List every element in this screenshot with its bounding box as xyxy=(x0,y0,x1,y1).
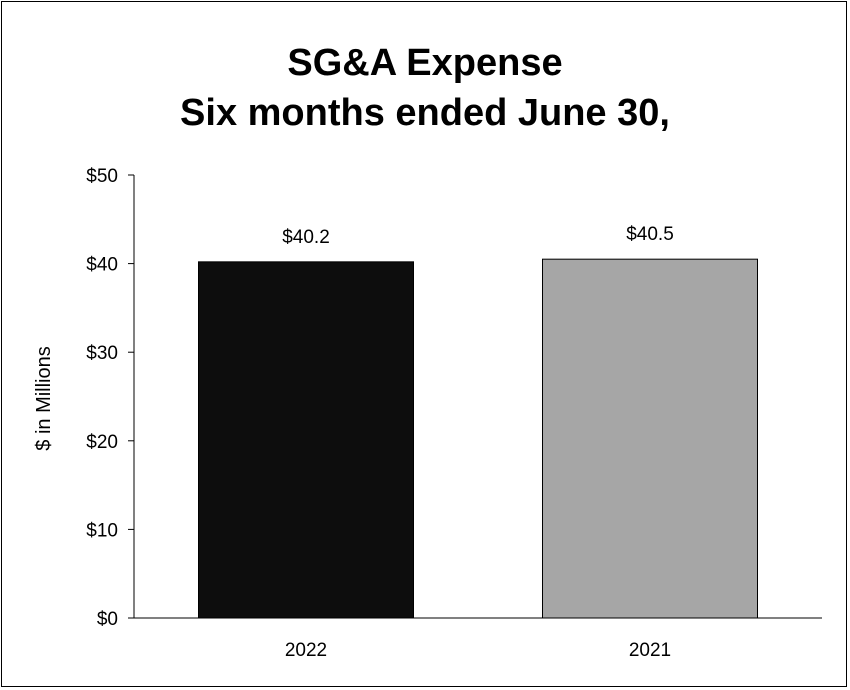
y-tick-label: $40 xyxy=(86,255,118,276)
data-label-2021: $40.5 xyxy=(626,224,674,245)
bar-2021 xyxy=(542,258,758,619)
bar-2022 xyxy=(198,261,414,619)
x-tick-label: 2021 xyxy=(629,640,671,661)
chart-title: SG&A Expense xyxy=(287,42,563,84)
y-tick-label: $50 xyxy=(86,166,118,187)
data-label-2022: $40.2 xyxy=(282,227,330,248)
y-tick-label: $20 xyxy=(86,432,118,453)
chart-subtitle: Six months ended June 30, xyxy=(180,92,670,134)
chart-title-block: SG&A Expense Six months ended June 30, xyxy=(0,38,850,138)
y-tick-label: $10 xyxy=(86,520,118,541)
y-tick-label: $30 xyxy=(86,343,118,364)
x-tick-label: 2022 xyxy=(285,640,327,661)
y-tick-label: $0 xyxy=(97,609,118,630)
y-axis-ticks: $0 $10 $20 $30 $40 $50 xyxy=(86,166,134,630)
y-axis-label: $ in Millions xyxy=(33,346,55,450)
category-labels: 2022 2021 xyxy=(285,640,671,661)
data-labels: $40.2 $40.5 xyxy=(282,224,674,248)
bars xyxy=(198,258,758,619)
